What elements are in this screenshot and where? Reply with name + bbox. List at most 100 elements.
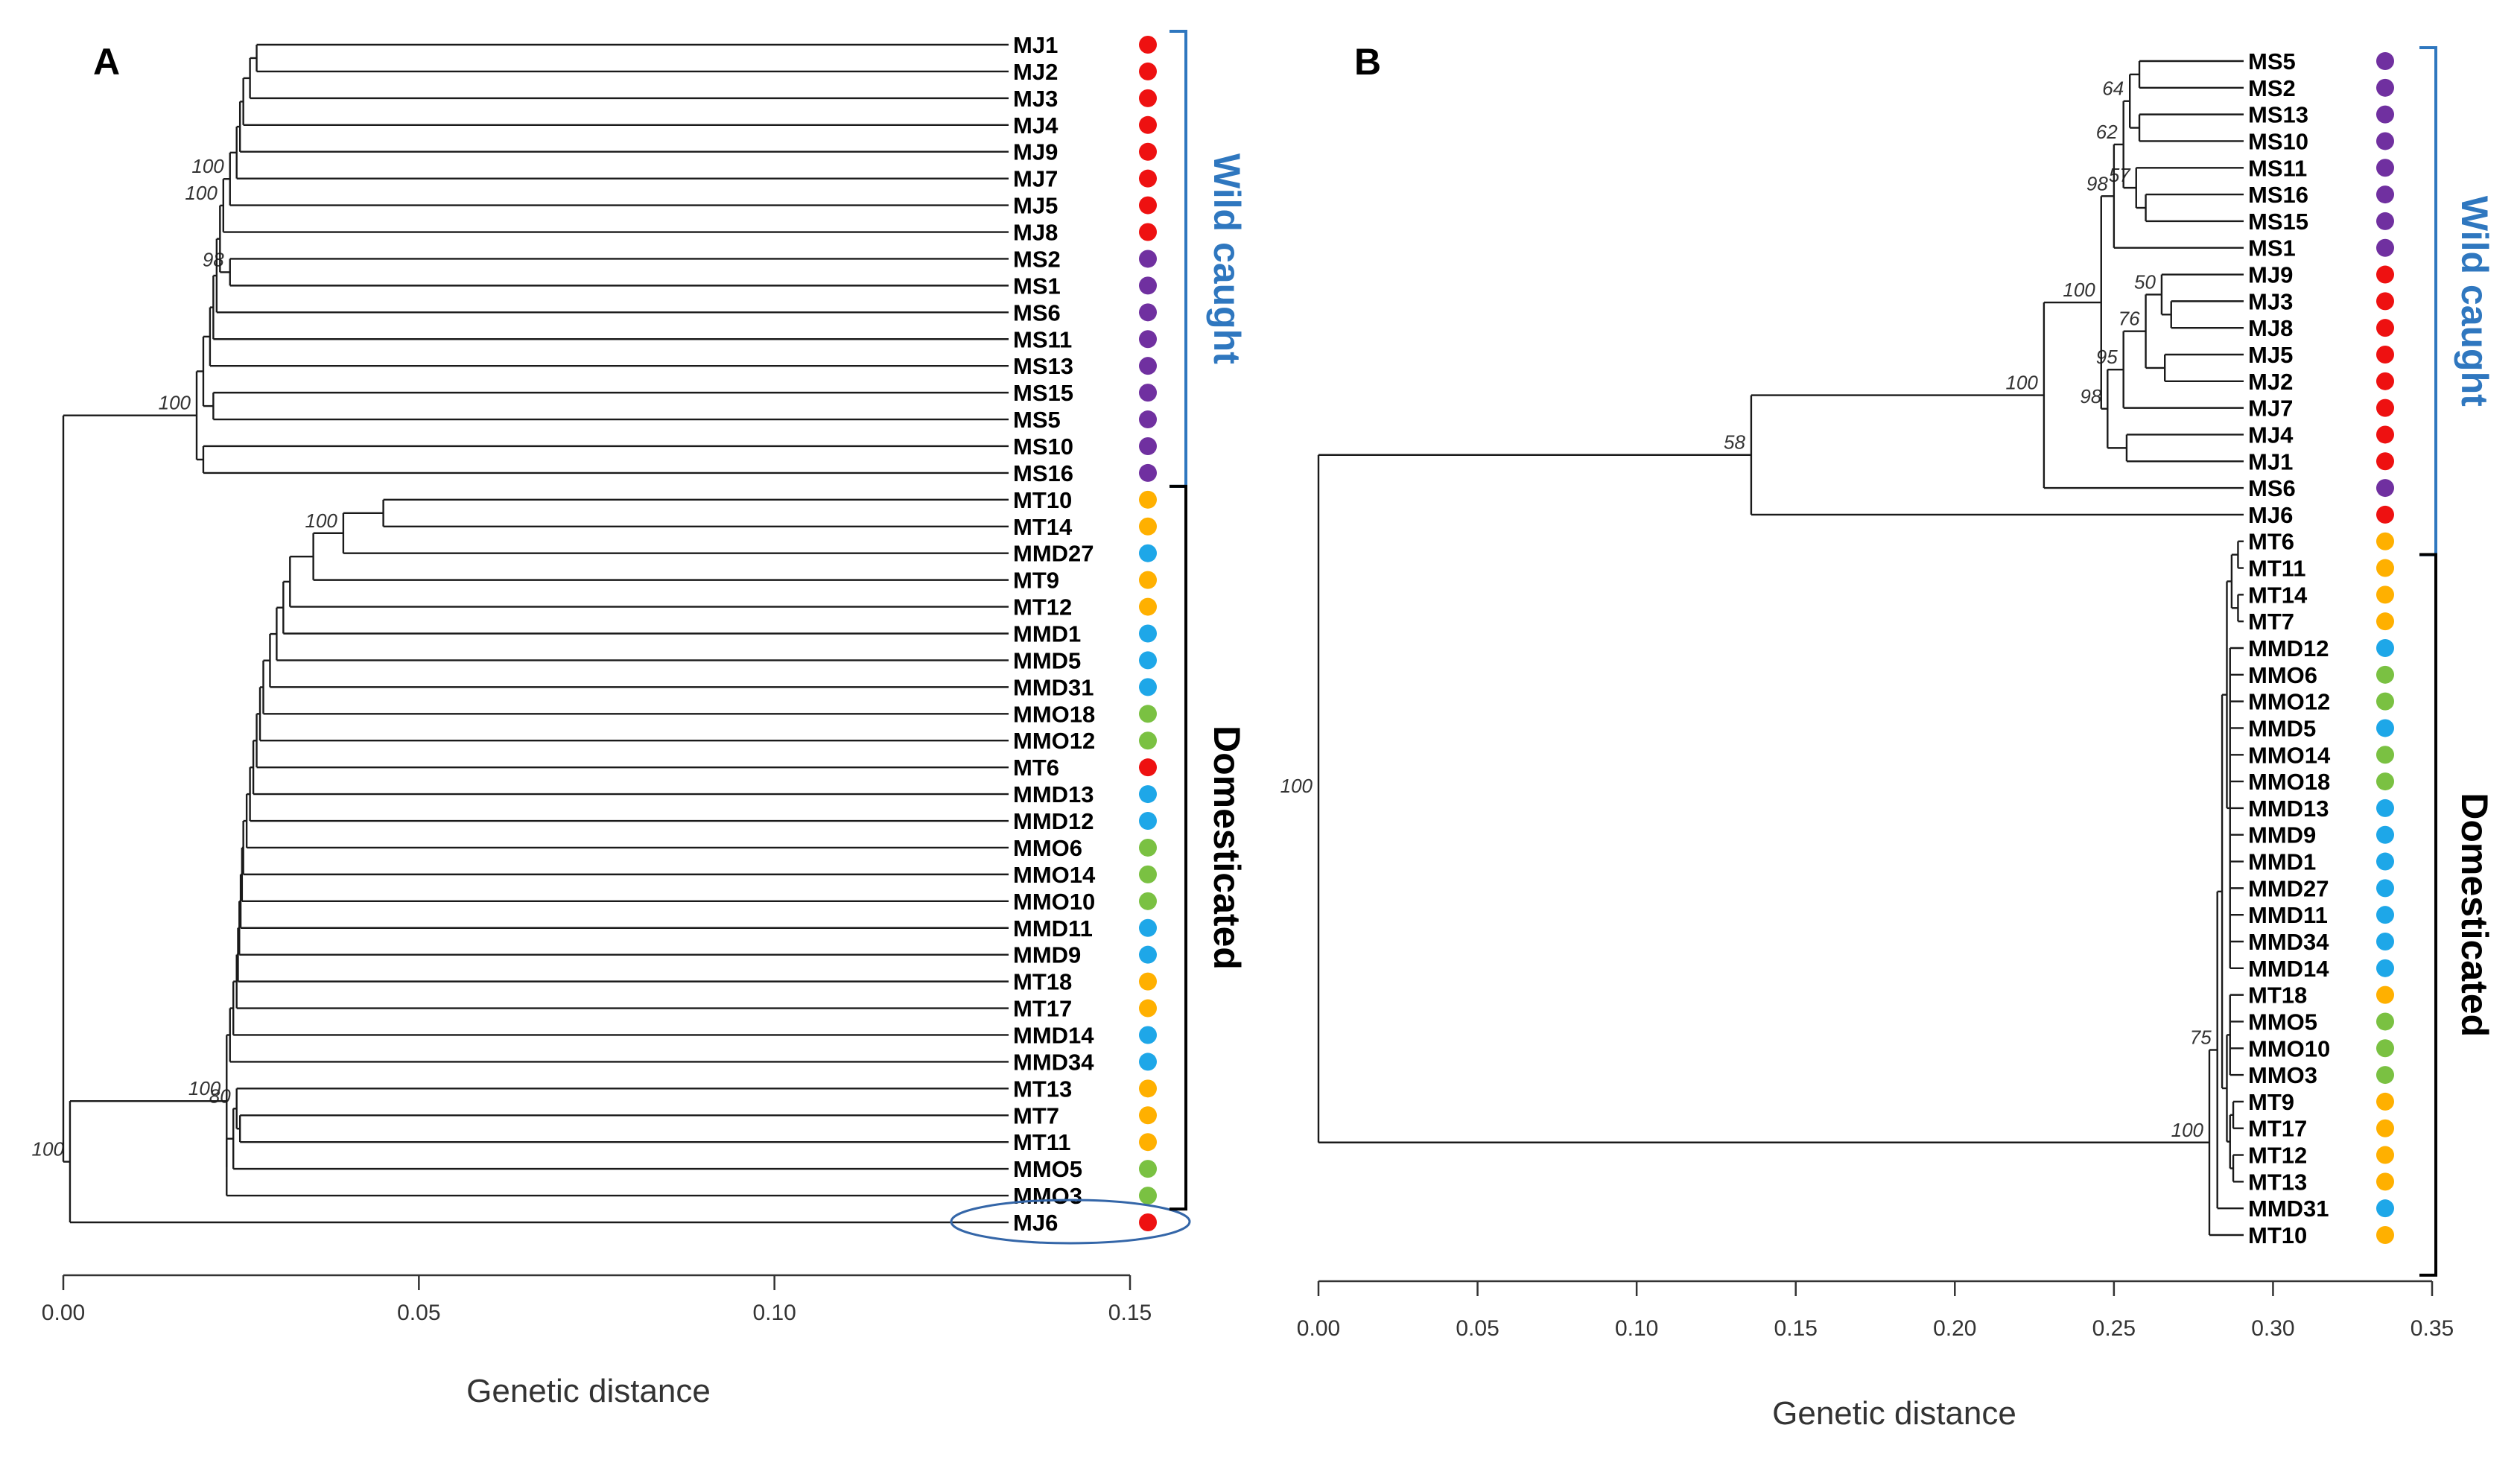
leaf-color-dot <box>1139 1187 1157 1205</box>
leaf-color-dot <box>2376 1172 2394 1191</box>
leaf-label: MS1 <box>1013 273 1061 299</box>
x-tick-label: 0.10 <box>752 1301 796 1325</box>
bootstrap-value: 100 <box>1280 775 1313 797</box>
leaf-color-dot <box>2376 452 2394 471</box>
leaf-color-dot <box>1139 758 1157 777</box>
leaf-color-dot <box>2376 879 2394 898</box>
group-bracket <box>2419 553 2437 1277</box>
leaf-color-dot <box>1139 357 1157 375</box>
bootstrap-value: 98 <box>2086 172 2108 194</box>
leaf-label: MS5 <box>2248 48 2296 74</box>
leaf-color-dot <box>2376 959 2394 977</box>
leaf-label: MJ1 <box>1013 32 1058 58</box>
panel-a-dendrogram: A1001009810010080100100MJ1MJ2MJ3MJ4MJ9MJ… <box>32 30 1248 1409</box>
leaf-label: MMD27 <box>2248 875 2329 901</box>
leaf-label: MMD14 <box>2248 956 2329 982</box>
leaf-color-dot <box>2376 78 2394 97</box>
leaf-label: MT17 <box>2248 1116 2307 1142</box>
leaf-color-dot <box>1139 1133 1157 1152</box>
leaf-label: MS10 <box>2248 128 2308 154</box>
leaf-color-dot <box>1139 89 1157 107</box>
leaf-label: MMD12 <box>1013 808 1094 834</box>
bootstrap-value: 100 <box>185 182 218 204</box>
leaf-label: MT9 <box>1013 568 1059 594</box>
leaf-label: MJ5 <box>2248 342 2293 368</box>
leaf-label: MT12 <box>2248 1143 2307 1169</box>
leaf-label: MS11 <box>2248 155 2307 181</box>
leaf-color-dot <box>2376 319 2394 337</box>
leaf-label: MJ4 <box>2248 422 2294 448</box>
leaf-color-dot <box>2376 1039 2394 1058</box>
leaf-label: MJ2 <box>2248 369 2293 395</box>
leaf-color-dot <box>2376 772 2394 791</box>
leaf-color-dot <box>1139 597 1157 616</box>
leaf-label: MS2 <box>2248 75 2296 101</box>
leaf-color-dot <box>1139 36 1157 54</box>
leaf-label: MMO14 <box>2248 742 2331 768</box>
leaf-label: MS13 <box>2248 102 2308 128</box>
leaf-color-dot <box>2376 985 2394 1004</box>
leaf-color-dot <box>1139 142 1157 161</box>
x-axis-title: Genetic distance <box>466 1373 711 1409</box>
leaf-label: MMO14 <box>1013 862 1096 888</box>
leaf-color-dot <box>2376 665 2394 684</box>
leaf-color-dot <box>2376 852 2394 871</box>
leaf-color-dot <box>1139 330 1157 349</box>
leaf-label: MMO12 <box>1013 728 1095 754</box>
leaf-label: MJ4 <box>1013 112 1059 139</box>
leaf-color-dot <box>1139 490 1157 509</box>
leaf-label: MJ7 <box>1013 166 1058 192</box>
bootstrap-value: 100 <box>188 1077 221 1099</box>
leaf-color-dot <box>1139 463 1157 482</box>
x-axis-title: Genetic distance <box>1772 1395 2016 1432</box>
bootstrap-value: 76 <box>2118 308 2140 330</box>
leaf-label: MMO10 <box>2248 1035 2330 1061</box>
leaf-color-dot <box>1139 1213 1157 1231</box>
leaf-label: MJ6 <box>1013 1210 1058 1236</box>
leaf-color-dot <box>2376 212 2394 230</box>
leaf-label: MT12 <box>1013 594 1072 620</box>
bootstrap-value: 100 <box>32 1138 65 1161</box>
group-label: Domesticated <box>2454 793 2495 1037</box>
bootstrap-value: 75 <box>2190 1026 2212 1049</box>
leaf-color-dot <box>1139 1053 1157 1071</box>
leaf-color-dot <box>1139 517 1157 536</box>
leaf-color-dot <box>1139 1106 1157 1125</box>
leaf-color-dot <box>2376 265 2394 284</box>
leaf-label: MMD11 <box>1013 915 1093 942</box>
leaf-color-dot <box>2376 532 2394 550</box>
x-tick-label: 0.10 <box>1615 1316 1658 1341</box>
leaf-label: MJ9 <box>2248 262 2293 288</box>
group-label: Wild caught <box>1206 153 1248 364</box>
leaf-label: MS15 <box>1013 380 1073 406</box>
leaf-color-dot <box>1139 250 1157 268</box>
leaf-color-dot <box>1139 1160 1157 1178</box>
leaf-color-dot <box>2376 479 2394 498</box>
leaf-color-dot <box>1139 678 1157 696</box>
leaf-color-dot <box>1139 624 1157 643</box>
leaf-color-dot <box>1139 731 1157 750</box>
leaf-color-dot <box>2376 746 2394 764</box>
leaf-color-dot <box>1139 1026 1157 1044</box>
bootstrap-value: 95 <box>2096 346 2118 368</box>
group-label: Wild caught <box>2454 196 2495 407</box>
leaf-label: MMO3 <box>1013 1183 1082 1209</box>
leaf-label: MMD34 <box>1013 1049 1094 1075</box>
leaf-label: MT6 <box>1013 755 1059 781</box>
leaf-label: MJ8 <box>1013 220 1058 246</box>
leaf-color-dot <box>1139 945 1157 964</box>
leaf-label: MJ1 <box>2248 448 2293 474</box>
leaf-label: MT13 <box>2248 1169 2307 1195</box>
leaf-color-dot <box>1139 785 1157 804</box>
panel-b-dendrogram: B64576298507695981001005875100100MS5MS2M… <box>1280 41 2495 1432</box>
bootstrap-value: 62 <box>2096 121 2118 143</box>
leaf-color-dot <box>2376 612 2394 631</box>
leaf-label: MMO5 <box>2248 1009 2317 1035</box>
bootstrap-value: 100 <box>191 155 224 177</box>
x-tick-label: 0.15 <box>1774 1316 1818 1341</box>
leaf-label: MS5 <box>1013 407 1061 433</box>
leaf-color-dot <box>2376 292 2394 311</box>
leaf-label: MMO3 <box>2248 1062 2317 1088</box>
group-bracket <box>2419 46 2437 556</box>
leaf-color-dot <box>1139 303 1157 322</box>
